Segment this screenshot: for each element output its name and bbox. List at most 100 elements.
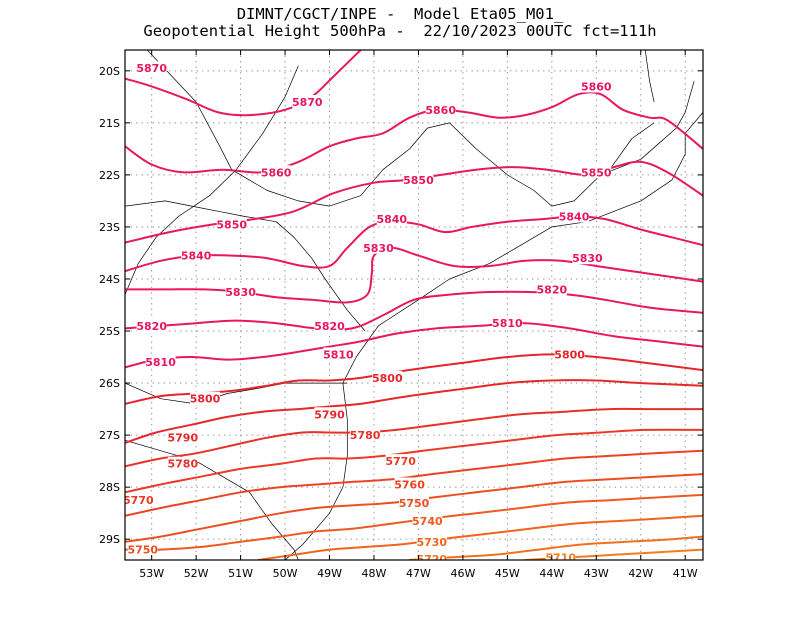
contour-label-bg [559,209,590,223]
contour-label-5840: 5840 [376,213,407,226]
contour-label-bg [167,430,198,444]
plot-frame [124,49,704,561]
lon-tick-label: 53W [139,567,164,580]
border-ms-pr [125,200,366,332]
contour-labels: 5870 5870 5860 5860 5860 5850 5850 5850 5840 5840… [123,61,612,566]
contour-label-bg [372,370,403,384]
contour-label-5830: 5830 [572,252,603,265]
lat-tick-label: 22S [99,169,120,182]
contour-label-bg [323,347,354,361]
contour-label-5850: 5850 [403,174,434,187]
contour-label-bg [581,165,612,179]
lat-tick-label: 25S [99,325,120,338]
contour-label-bg [492,316,523,330]
contour-label-bg [190,391,221,405]
contour-label-bg [136,61,167,75]
contour-label-5750: 5750 [399,497,430,510]
contour-label-bg [181,248,212,262]
contour-label-bg [581,79,612,93]
contour-label-5720: 5720 [416,553,447,566]
contour-label-bg [136,318,167,332]
lat-tick-label: 28S [99,481,120,494]
contour-label-5820: 5820 [136,320,167,333]
contour-label-5790: 5790 [314,408,345,421]
lat-tick-label: 26S [99,377,120,390]
lat-tick-label: 21S [99,117,120,130]
map-title: DIMNT/CGCT/INPE - Model Eta05_M01_ Geopo… [0,6,800,40]
contour-label-5760: 5760 [394,479,425,492]
contour-label-5800: 5800 [554,348,585,361]
lon-tick-label: 44W [539,567,564,580]
contour-label-5770: 5770 [385,455,416,468]
contour-label-bg [167,456,198,470]
contour-label-5750: 5750 [127,544,158,557]
contour-label-bg [425,102,456,116]
contour-label-bg [536,282,567,296]
lat-tick-label: 24S [99,273,120,286]
title-line-1: DIMNT/CGCT/INPE - Model Eta05_M01_ [236,5,564,23]
contour-5740 [125,493,703,551]
contour-5760 [125,449,703,517]
contour-label-bg [572,251,603,265]
contour-label-5770: 5770 [123,494,154,507]
contour-label-bg [554,347,585,361]
contour-label-bg [416,551,447,560]
contour-label-5740: 5740 [412,515,443,528]
lon-tick-label: 46W [450,567,475,580]
lon-tick-label: 51W [228,567,253,580]
contour-label-5830: 5830 [363,242,394,255]
contour-label-bg [385,454,416,468]
contour-5870 [125,50,362,117]
lat-tick-label: 27S [99,429,120,442]
contour-label-bg [350,428,381,442]
contour-label-bg [314,407,345,421]
contour-label-5820: 5820 [314,320,345,333]
contour-label-5860: 5860 [425,104,456,117]
contour-label-bg [145,355,176,369]
contour-label-5710: 5710 [545,551,576,564]
contour-5720 [408,535,703,560]
contour-label-bg [292,95,323,109]
contour-label-bg [261,165,292,179]
contour-5730 [257,514,703,560]
contour-label-bg [125,493,154,507]
lat-tick-label: 29S [99,533,120,546]
lon-tick-label: 43W [584,567,609,580]
contour-label-5850: 5850 [581,166,612,179]
lon-tick-label: 42W [628,567,653,580]
lon-tick-label: 52W [184,567,209,580]
contour-5820 [125,290,703,331]
contour-label-5830: 5830 [225,286,256,299]
lon-tick-label: 41W [673,567,698,580]
contour-label-5860: 5860 [581,80,612,93]
contour-label-5820: 5820 [537,283,568,296]
contour-label-bg [363,240,394,254]
border-pr-sc [125,382,348,405]
contour-label-bg [314,318,345,332]
lon-tick-label: 49W [317,567,342,580]
contour-label-bg [545,550,576,560]
border-mg-es [644,50,655,103]
political-borders [125,50,703,560]
contour-label-5780: 5780 [167,458,198,471]
contour-label-5800: 5800 [190,393,221,406]
contour-label-5780: 5780 [350,429,381,442]
contour-label-5840: 5840 [181,250,212,263]
contour-label-5730: 5730 [416,536,447,549]
contour-label-bg [216,217,247,231]
border-mg-rj [609,122,655,170]
contour-label-5800: 5800 [372,372,403,385]
lon-tick-label: 48W [362,567,387,580]
contour-label-5850: 5850 [216,218,247,231]
contour-label-5870: 5870 [136,62,167,75]
contour-label-bg [416,534,447,548]
axis-ticks: 53W 52W 51W 50W 49W 48W 47W 46W 45W 44W 43W 42W 41W 2… [99,50,703,580]
contour-5770 [125,428,703,494]
contour-label-bg [394,477,425,491]
contour-label-bg [412,513,443,527]
contour-label-5810: 5810 [145,356,176,369]
contour-label-5810: 5810 [323,348,354,361]
contour-label-bg [403,173,434,187]
border-mg-sp [146,50,695,207]
